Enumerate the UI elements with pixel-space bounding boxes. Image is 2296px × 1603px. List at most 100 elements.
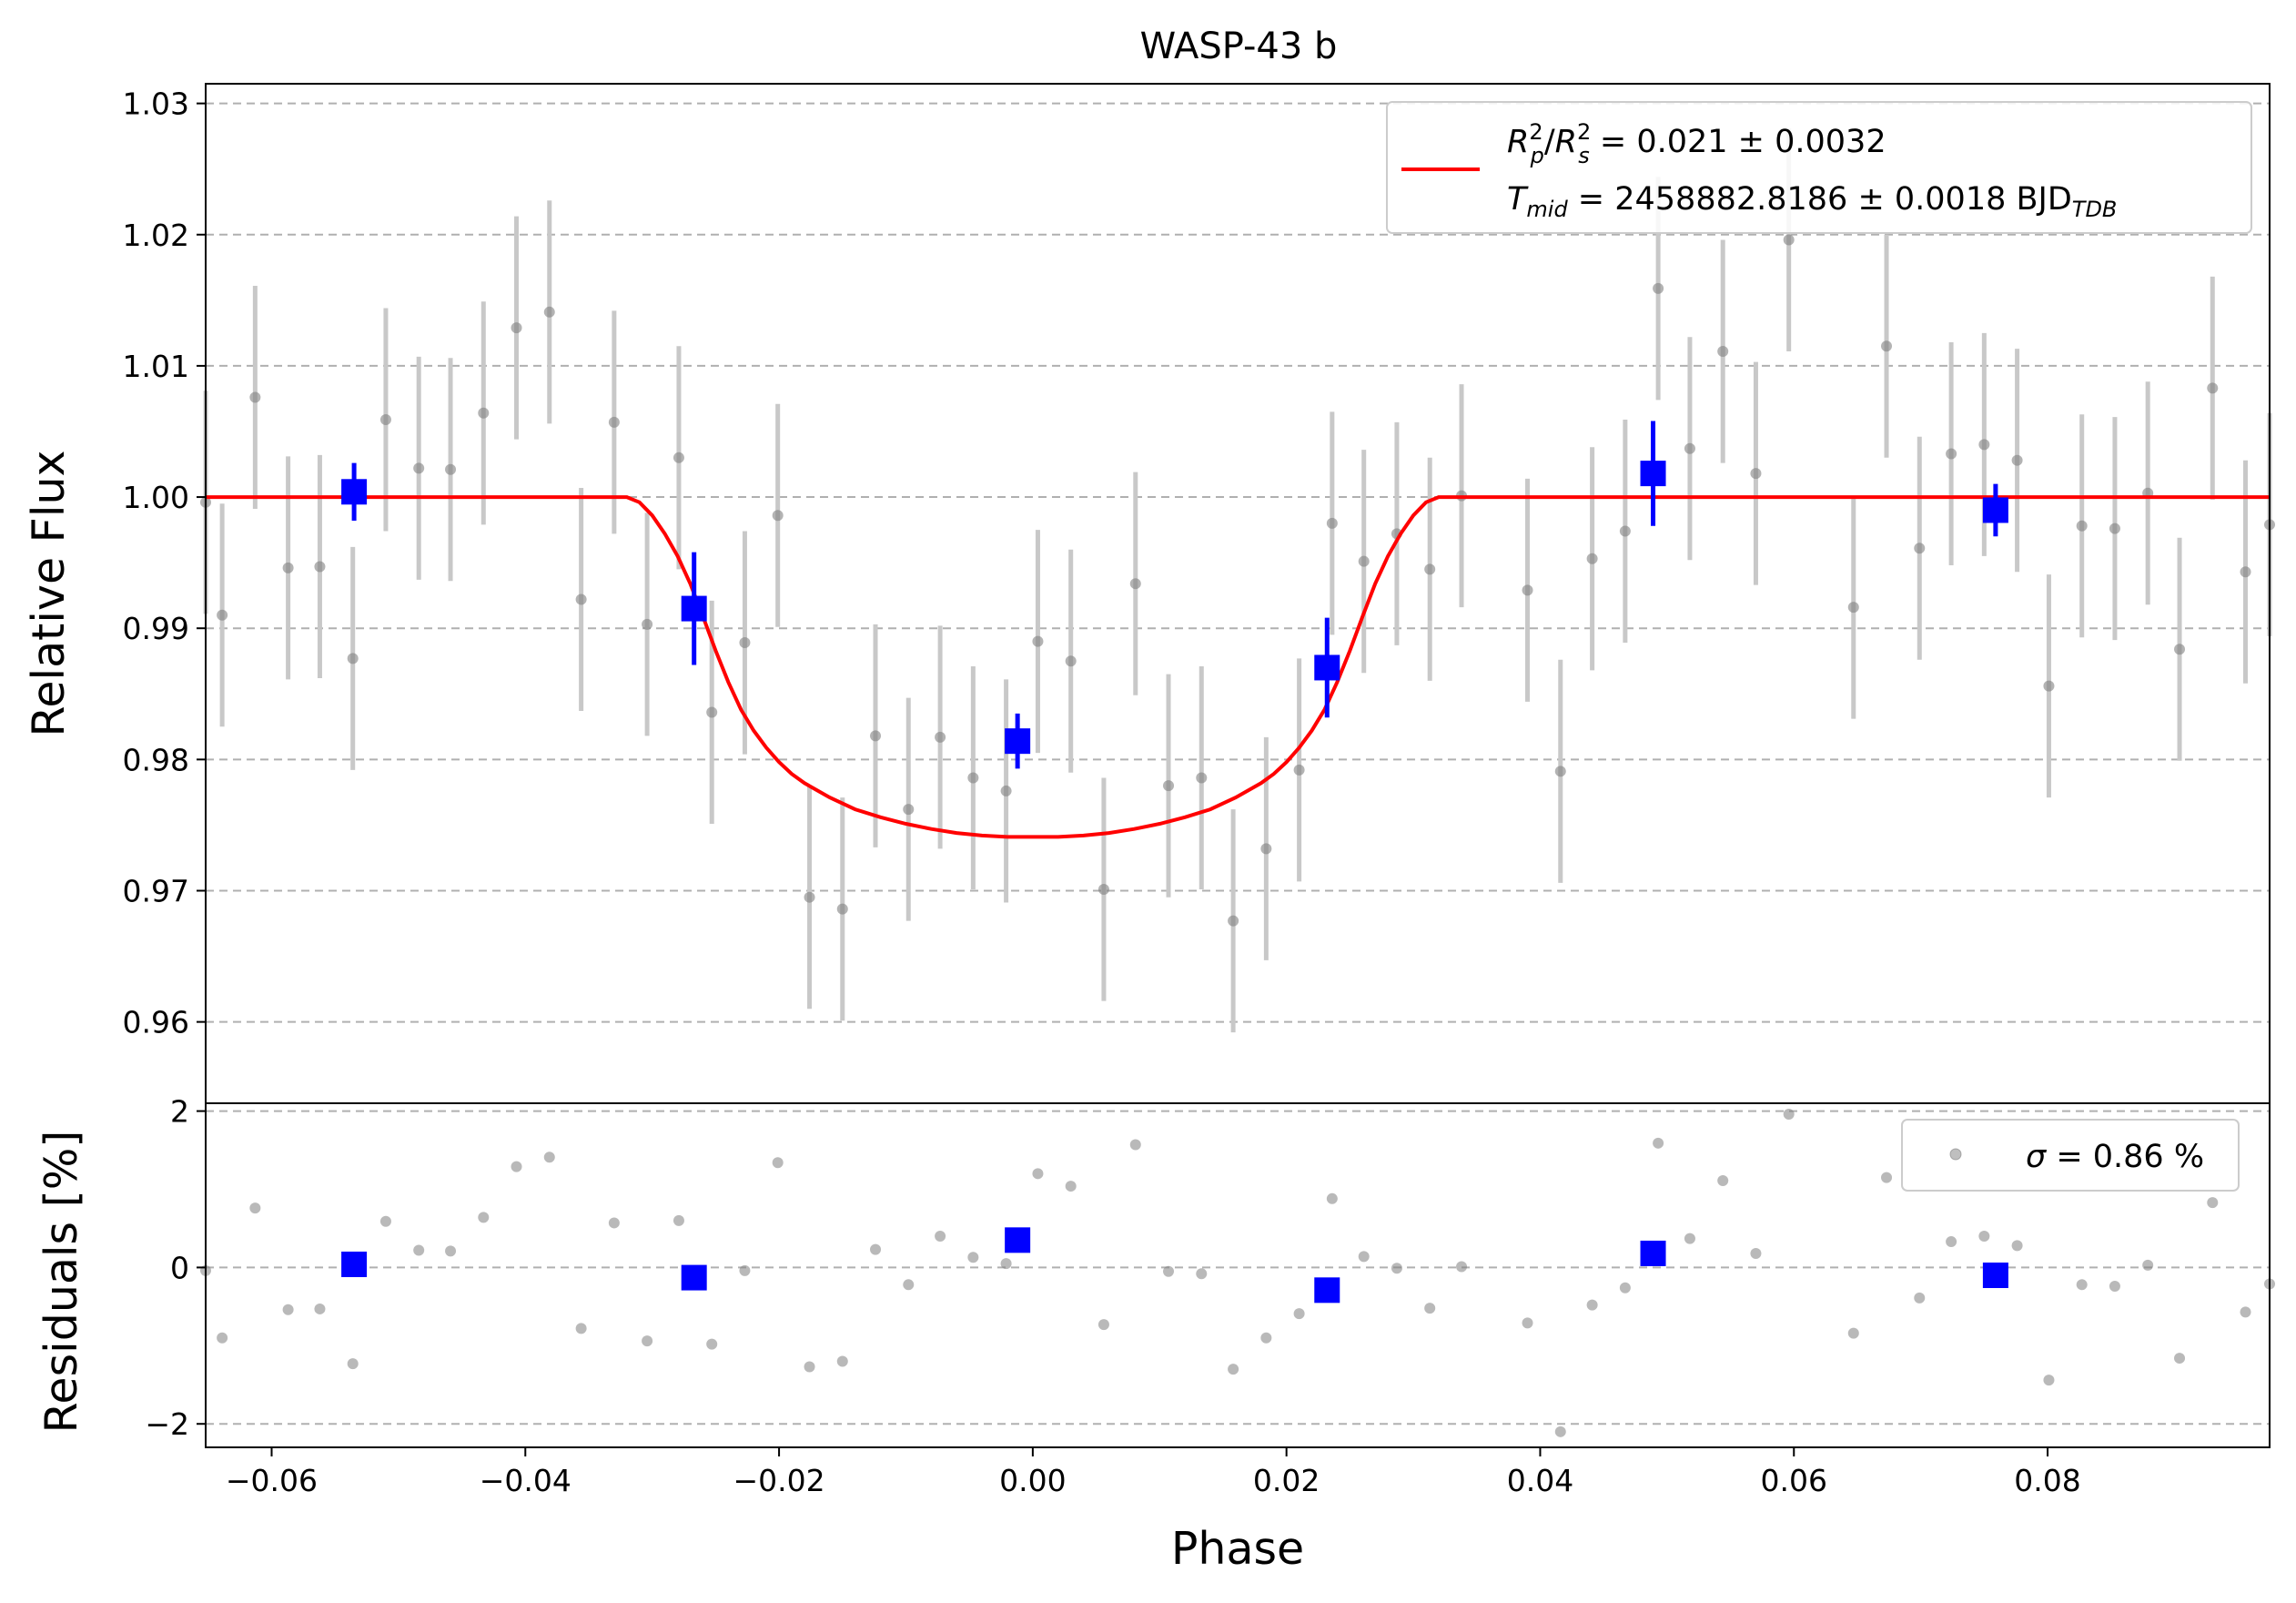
chart-title: WASP-43 b <box>1140 25 1338 67</box>
raw-point <box>1684 442 1695 454</box>
residual-point <box>903 1279 915 1291</box>
residual-point <box>1032 1168 1044 1180</box>
x-tick-label: 0.02 <box>1253 1463 1320 1498</box>
raw-point <box>2011 454 2023 466</box>
raw-point <box>673 451 684 463</box>
top-y-tick-label: 1.02 <box>123 218 189 253</box>
raw-point <box>478 407 490 419</box>
binned-point <box>341 479 368 505</box>
raw-point <box>1522 584 1533 596</box>
residual-binned-point <box>341 1251 368 1277</box>
residual-point <box>1783 1109 1795 1121</box>
residual-point <box>1914 1292 1926 1304</box>
residual-point <box>836 1355 848 1367</box>
raw-point <box>706 706 718 718</box>
raw-point <box>1260 843 1272 855</box>
raw-point <box>249 391 261 403</box>
residual-point <box>1653 1137 1664 1149</box>
residual-point <box>1228 1364 1239 1375</box>
raw-point <box>1946 448 1957 460</box>
residual-point <box>2076 1279 2088 1291</box>
raw-point <box>1424 563 1436 575</box>
residual-point <box>804 1361 815 1373</box>
binned-point <box>1640 461 1666 487</box>
raw-point <box>1783 234 1795 246</box>
residual-point <box>1586 1299 1598 1311</box>
bottom-y-tick-label: 2 <box>170 1094 189 1130</box>
raw-point <box>1717 346 1729 358</box>
residual-point <box>282 1304 294 1315</box>
bottom-y-ticks: −2 0 2 <box>145 1094 206 1442</box>
residual-point <box>967 1252 979 1263</box>
x-tick-label: −0.06 <box>226 1463 318 1498</box>
raw-point <box>1228 915 1239 927</box>
residual-point <box>1946 1236 1957 1248</box>
residual-point <box>1391 1263 1402 1274</box>
residual-point <box>1358 1251 1370 1263</box>
raw-point <box>543 306 555 318</box>
residual-point <box>2011 1240 2023 1252</box>
top-legend-box <box>1386 101 2252 234</box>
residual-point <box>379 1215 391 1227</box>
raw-point <box>1358 555 1370 567</box>
residual-point <box>739 1264 751 1276</box>
raw-point <box>2076 520 2088 532</box>
residual-point <box>1554 1425 1566 1437</box>
raw-point <box>1163 780 1175 792</box>
x-axis-title: Phase <box>1171 1523 1304 1575</box>
residual-point <box>1065 1181 1077 1192</box>
residual-point <box>608 1217 620 1229</box>
legend-tmid-label: Tmid = 2458882.8186 ± 0.0018 BJDTDB <box>1507 181 2117 222</box>
transit-model-line <box>206 495 2270 839</box>
residual-binned-point <box>681 1264 707 1291</box>
raw-point <box>2109 522 2120 534</box>
residual-point <box>2142 1259 2154 1271</box>
legend-sigma-label: σ = 0.86 % <box>2026 1139 2204 1175</box>
binned-point <box>1005 728 1031 755</box>
legend-rp-rs-label: R2 p/R2 s = 0.021 ± 0.0032 <box>1507 119 1886 168</box>
top-y-ticks: 0.96 0.97 0.98 0.99 1.00 1.01 1.02 1.03 <box>123 86 206 1040</box>
residual-point <box>1456 1261 1468 1273</box>
residual-binned-point <box>1314 1277 1340 1304</box>
residual-point <box>1750 1247 1762 1259</box>
residual-point <box>1619 1282 1631 1294</box>
residual-binned-point <box>1982 1263 2008 1288</box>
raw-point <box>935 731 946 743</box>
top-y-tick-label: 0.97 <box>123 873 189 908</box>
raw-point <box>739 637 751 649</box>
binned-point <box>1314 654 1340 681</box>
residual-point <box>1163 1265 1175 1277</box>
residual-point <box>1129 1139 1141 1151</box>
bottom-y-tick-label: −2 <box>145 1406 189 1442</box>
raw-point <box>1619 525 1631 537</box>
residual-point <box>1293 1308 1305 1320</box>
residual-point <box>1000 1258 1012 1270</box>
bottom-y-tick-label: 0 <box>170 1250 189 1285</box>
binned-point <box>681 595 707 622</box>
x-tick-label: 0.04 <box>1507 1463 1573 1498</box>
raw-point <box>1065 655 1077 667</box>
residual-point <box>511 1161 522 1172</box>
raw-point <box>2043 680 2055 692</box>
raw-point <box>413 462 425 474</box>
residual-point <box>445 1245 457 1257</box>
raw-point <box>642 618 653 630</box>
residual-point <box>673 1214 684 1226</box>
bottom-legend: σ = 0.86 % <box>1901 1119 2240 1192</box>
raw-point <box>1097 884 1109 896</box>
residual-point <box>413 1244 425 1256</box>
x-tick-label: 0.06 <box>1761 1463 1827 1498</box>
raw-point <box>1750 468 1762 480</box>
bottom-y-axis-title: Residuals [%] <box>35 1131 87 1434</box>
residual-point <box>1847 1327 1859 1339</box>
residual-binned-point <box>1640 1240 1666 1266</box>
residual-point <box>1978 1231 1990 1243</box>
x-ticks: −0.06 −0.04 −0.02 0.00 0.02 0.04 0.06 0.08 <box>226 1447 2081 1498</box>
raw-point <box>1326 517 1338 529</box>
raw-point <box>314 561 326 573</box>
residual-point <box>1717 1175 1729 1187</box>
raw-point <box>1293 764 1305 776</box>
raw-point <box>347 653 359 665</box>
